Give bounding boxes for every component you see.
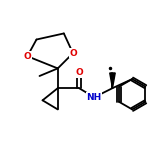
Text: O: O (69, 49, 77, 58)
Text: NH: NH (87, 93, 102, 102)
Polygon shape (110, 73, 115, 88)
Text: O: O (24, 52, 31, 61)
Text: O: O (75, 68, 83, 78)
